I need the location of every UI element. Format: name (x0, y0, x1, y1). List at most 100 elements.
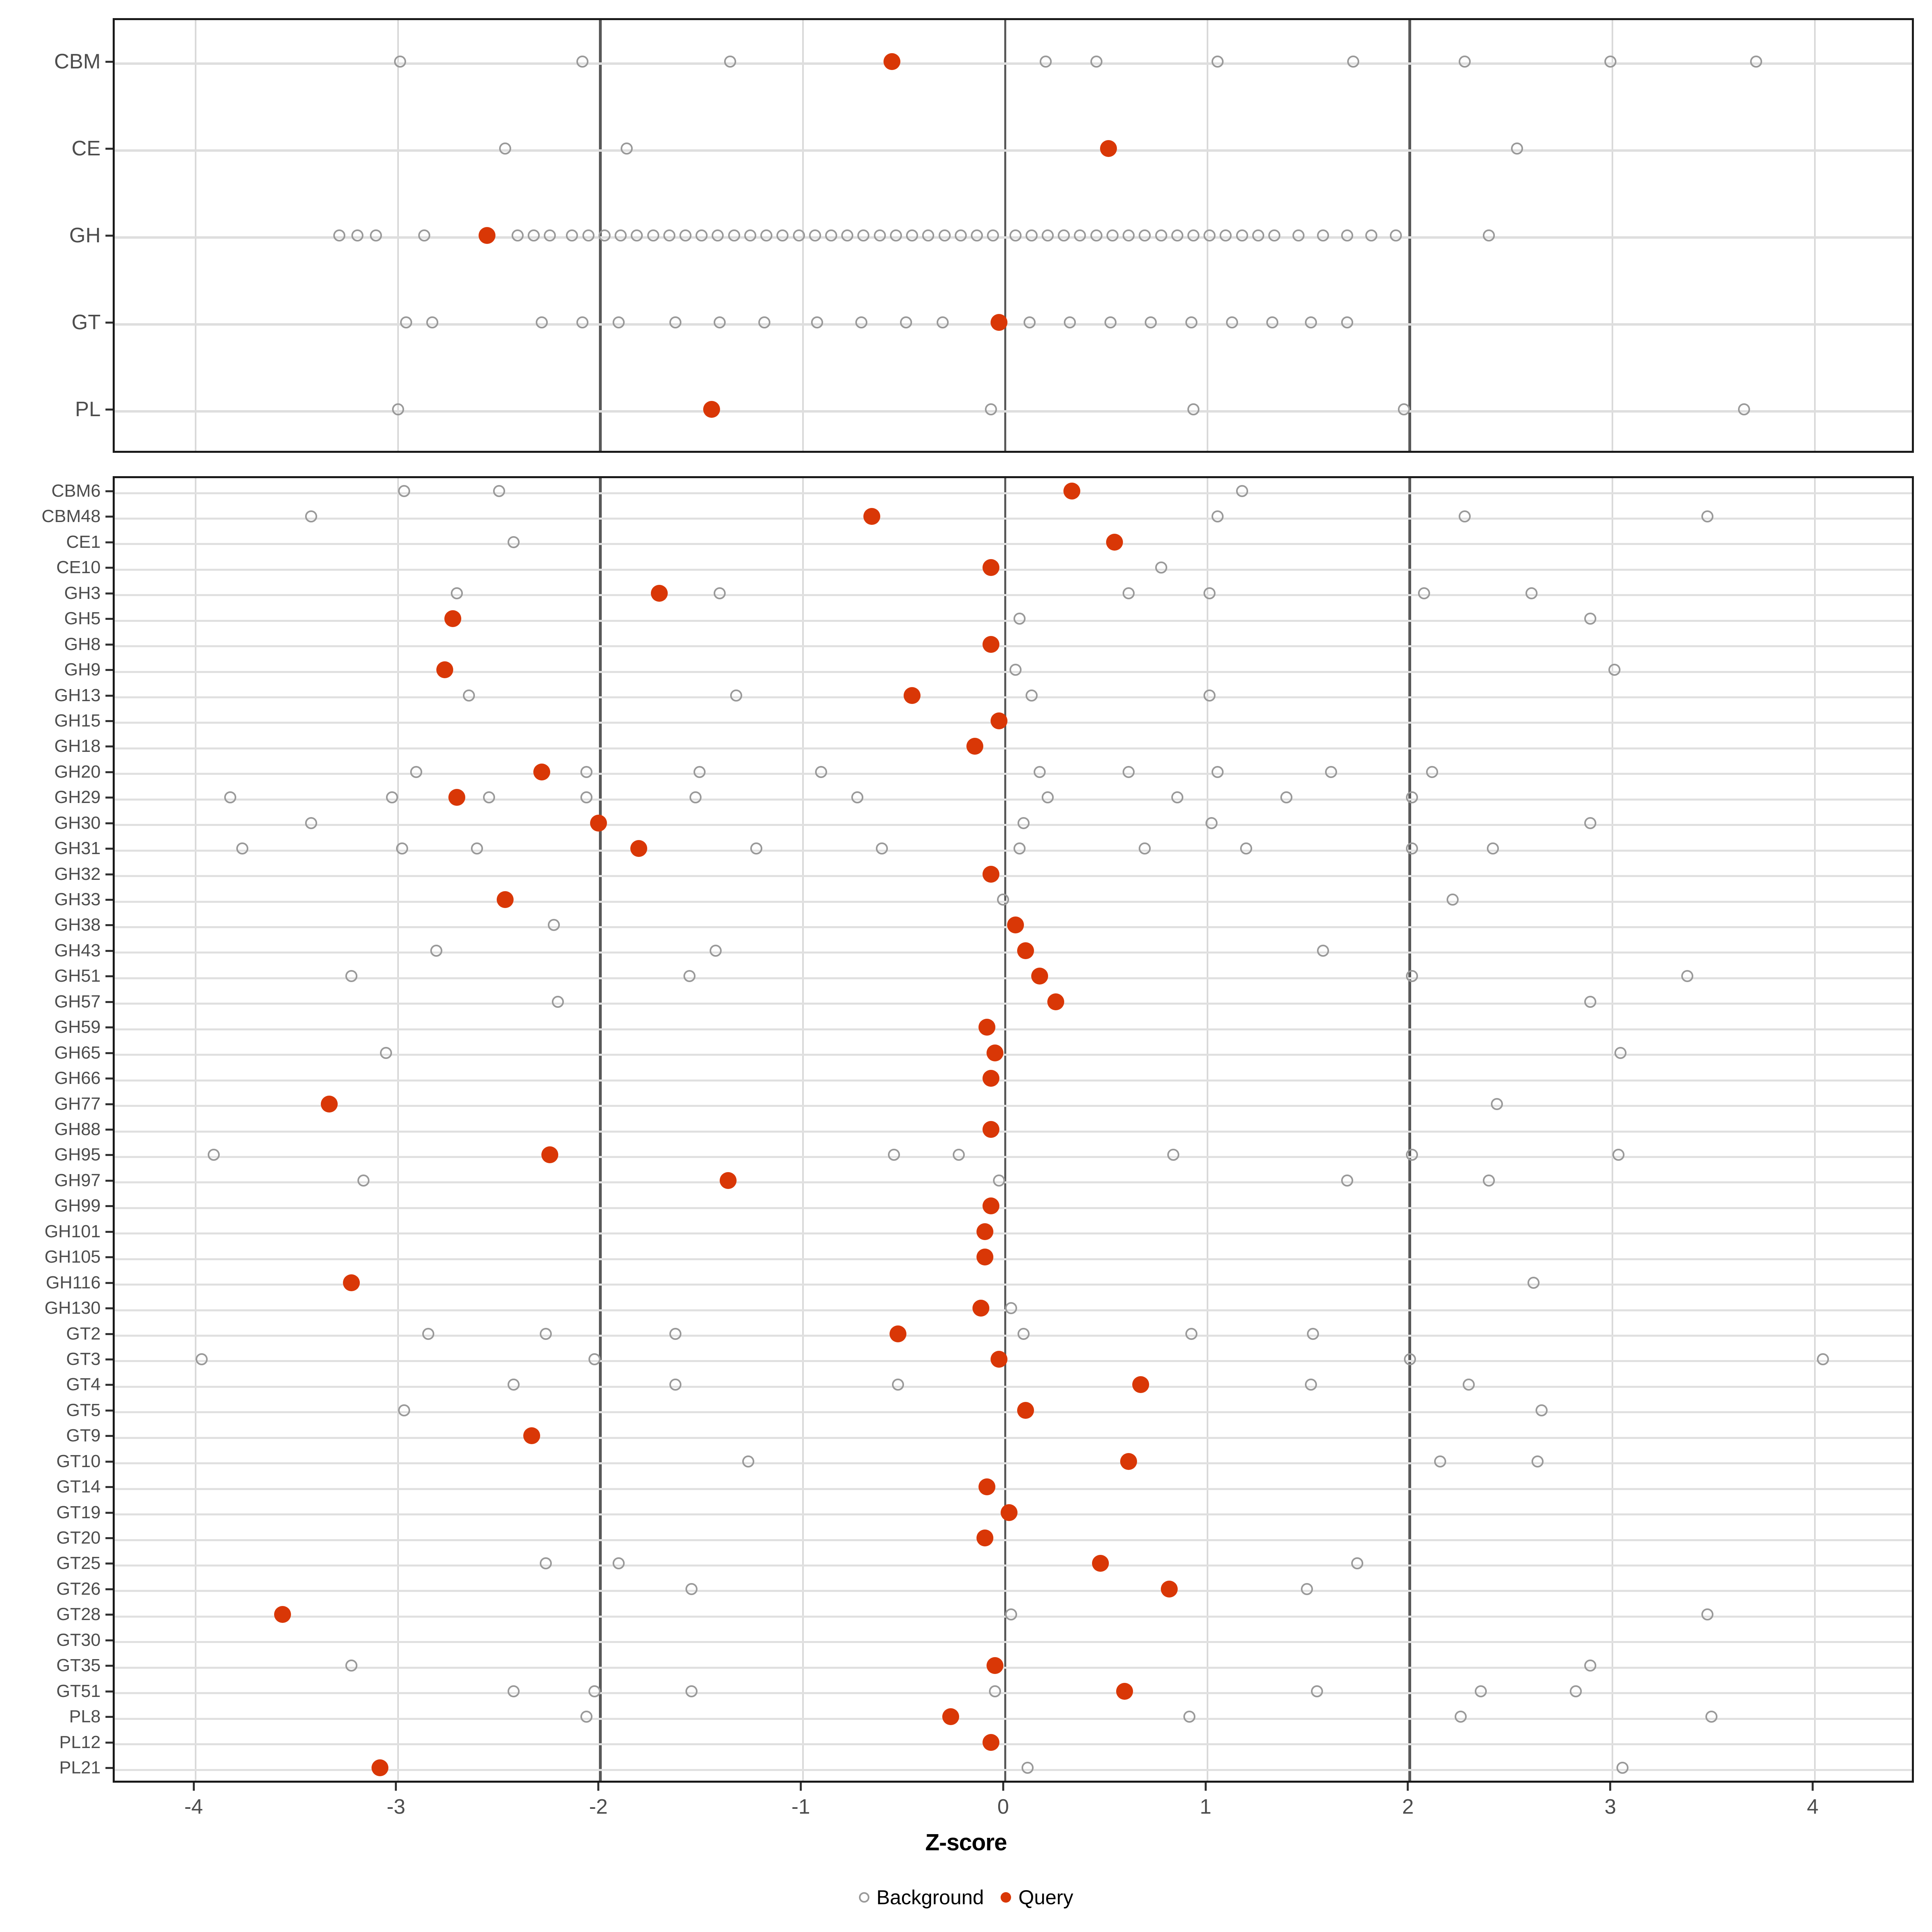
y-axis-label: GH13 (54, 685, 101, 705)
y-axis-tick (105, 1026, 113, 1029)
y-axis-tick (105, 720, 113, 722)
background-point (669, 316, 681, 328)
y-axis-tick (105, 1256, 113, 1259)
background-point (507, 1379, 520, 1391)
y-axis-label: GH59 (54, 1017, 101, 1037)
background-point (535, 316, 548, 328)
y-axis-tick (105, 745, 113, 748)
background-point (333, 229, 346, 242)
query-point (978, 1478, 996, 1496)
y-axis-label: CBM48 (41, 506, 101, 526)
background-point (1123, 587, 1135, 599)
background-point (588, 1685, 601, 1697)
background-point (987, 229, 999, 242)
x-axis-tick-label: 0 (997, 1795, 1009, 1818)
x-axis-tick-label: -2 (589, 1795, 608, 1818)
background-point (750, 842, 762, 855)
background-point (345, 970, 358, 983)
y-axis-tick (105, 694, 113, 697)
y-axis-label: GH20 (54, 762, 101, 782)
background-point (1005, 1302, 1018, 1315)
background-point (1300, 1583, 1313, 1595)
background-point (613, 316, 625, 328)
background-point (576, 56, 588, 68)
background-point (1041, 791, 1054, 804)
background-point (422, 1327, 435, 1340)
background-point (1212, 56, 1224, 68)
y-axis-label: GT30 (56, 1630, 101, 1650)
background-point (938, 229, 951, 242)
gridline-horizontal (115, 1692, 1912, 1695)
background-point (758, 316, 771, 328)
background-point (1406, 842, 1418, 855)
y-axis-tick (105, 899, 113, 901)
y-axis-tick (105, 1563, 113, 1565)
y-axis-tick (105, 643, 113, 646)
gridline-horizontal (115, 1003, 1912, 1005)
background-point (1226, 316, 1238, 328)
background-point (621, 142, 633, 155)
background-point (696, 229, 708, 242)
background-point (1474, 1685, 1487, 1697)
y-axis-tick (105, 1358, 113, 1360)
background-point (396, 842, 409, 855)
gridline-horizontal (115, 773, 1912, 775)
background-point (426, 316, 439, 328)
y-axis-label: GH8 (64, 634, 101, 654)
y-axis-label: GH66 (54, 1068, 101, 1088)
background-point (305, 817, 317, 829)
query-point (541, 1146, 559, 1164)
background-point (679, 229, 691, 242)
y-axis-tick (105, 669, 113, 671)
y-axis-label: GT26 (56, 1579, 101, 1599)
y-axis-tick (105, 1665, 113, 1667)
y-axis-tick (105, 1282, 113, 1284)
background-point (1212, 510, 1224, 523)
background-point (647, 229, 659, 242)
background-point (1317, 229, 1329, 242)
y-axis-label: PL (75, 398, 101, 421)
y-axis-tick (105, 1767, 113, 1769)
background-point (576, 316, 588, 328)
query-point (533, 763, 550, 780)
y-axis-label: GT4 (66, 1375, 101, 1395)
background-point (1483, 1174, 1495, 1187)
query-point (991, 1350, 1008, 1368)
background-point (1317, 944, 1329, 957)
background-point (400, 316, 413, 328)
gridline-horizontal (115, 1539, 1912, 1541)
y-axis-tick (105, 1205, 113, 1208)
background-point (776, 229, 789, 242)
background-point (208, 1149, 220, 1161)
background-point (1013, 613, 1026, 625)
y-axis-tick (105, 1486, 113, 1488)
background-point (888, 1149, 900, 1161)
background-point (1418, 587, 1430, 599)
background-point (1750, 56, 1762, 68)
x-axis-tick-label: 3 (1604, 1795, 1616, 1818)
y-axis-tick (105, 618, 113, 620)
background-point (1005, 1608, 1018, 1621)
query-point (523, 1427, 540, 1445)
background-point (450, 587, 463, 599)
y-axis-label: CBM6 (51, 481, 101, 501)
query-point (1047, 993, 1065, 1010)
background-point (685, 1685, 698, 1697)
threshold-line (1408, 20, 1412, 451)
background-point (1341, 229, 1354, 242)
gridline-horizontal (115, 1360, 1912, 1362)
background-point (1155, 561, 1167, 574)
background-point (615, 229, 627, 242)
background-point (1347, 56, 1360, 68)
y-axis-label: GH77 (54, 1094, 101, 1114)
background-point (993, 1174, 1005, 1187)
gridline-horizontal (115, 1385, 1912, 1388)
y-axis-label: GH88 (54, 1119, 101, 1139)
gridline-vertical (195, 20, 197, 451)
x-axis-tick (395, 1783, 397, 1791)
query-point (1007, 916, 1024, 934)
background-point (1039, 56, 1052, 68)
background-point (1212, 766, 1224, 778)
background-point (1017, 817, 1030, 829)
y-axis-tick (105, 797, 113, 799)
